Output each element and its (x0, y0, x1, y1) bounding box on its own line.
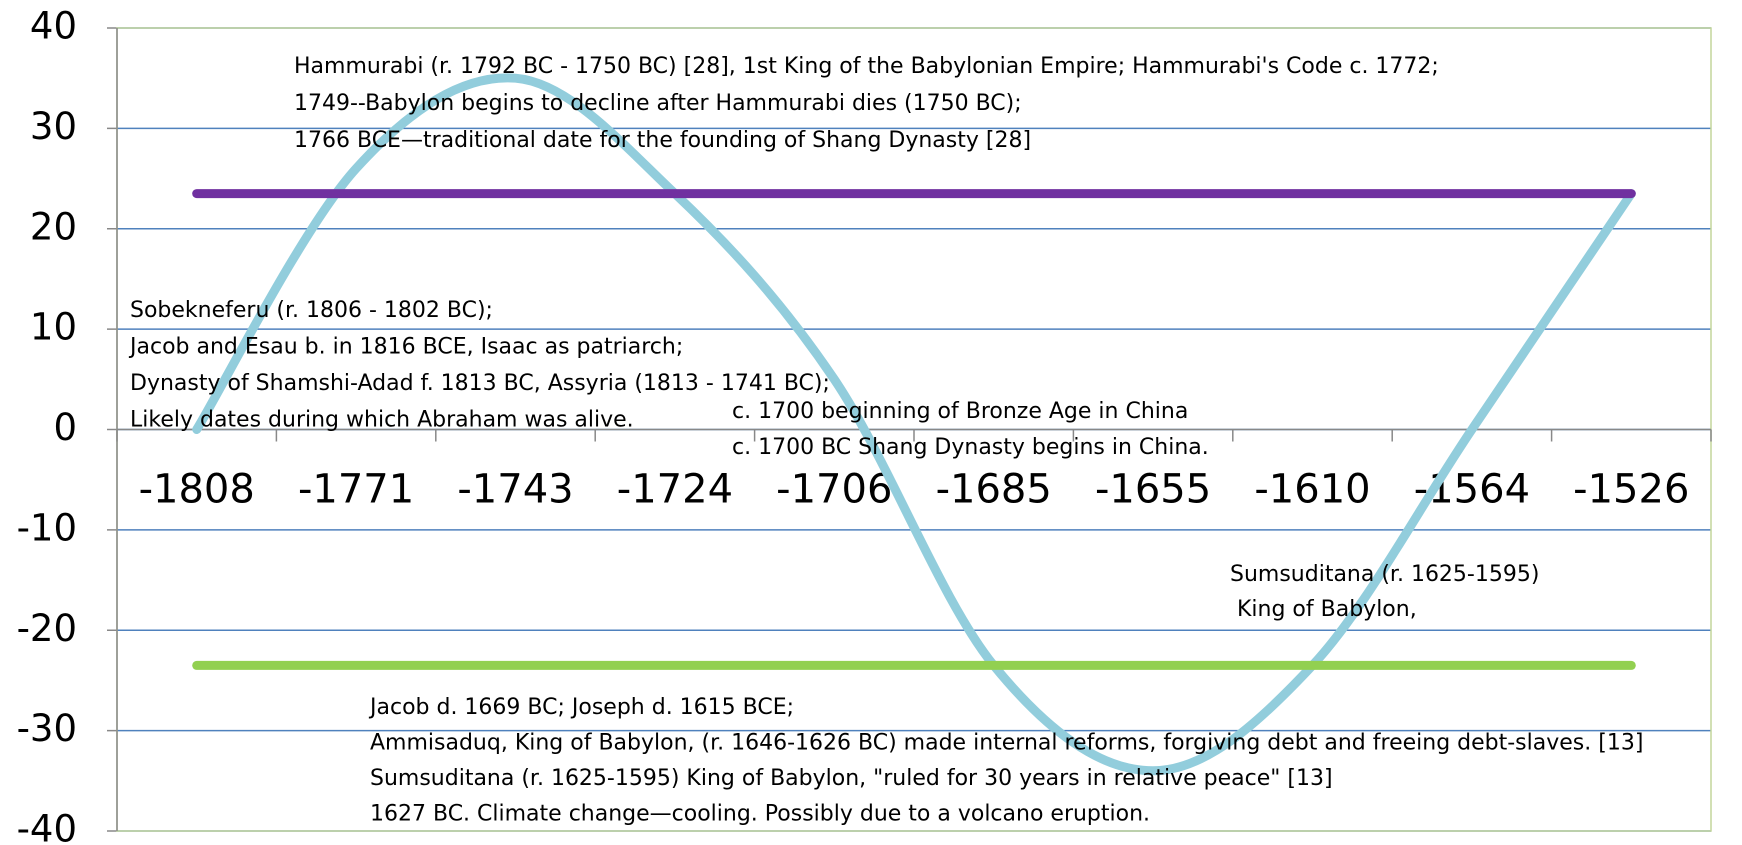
x-tick-label: -1706 (776, 467, 892, 513)
y-tick-label: -20 (17, 607, 77, 650)
x-tick-label: -1655 (1095, 467, 1211, 513)
y-tick-label: -40 (17, 808, 77, 845)
annotation-line: 1749--Babylon begins to decline after Ha… (294, 91, 1022, 116)
y-tick-label: 30 (30, 105, 77, 148)
annotation-line: Dynasty of Shamshi-Adad f. 1813 BC, Assy… (130, 371, 830, 396)
annotation-line: 1627 BC. Climate change—cooling. Possibl… (370, 802, 1150, 827)
x-tick-label: -1771 (298, 467, 414, 513)
x-tick-label: -1526 (1573, 467, 1689, 513)
y-tick-label: 40 (30, 5, 77, 48)
x-tick-label: -1610 (1254, 467, 1370, 513)
y-tick-label: 10 (30, 306, 77, 349)
annotation-line: c. 1700 BC Shang Dynasty begins in China… (732, 435, 1209, 460)
series-line (192, 73, 1636, 776)
y-tick-label: -10 (17, 506, 77, 549)
y-tick-label: -30 (17, 707, 77, 750)
x-tick-label: -1743 (457, 467, 573, 513)
y-tick-label: 0 (53, 406, 77, 449)
x-tick-label: -1724 (617, 467, 733, 513)
annotation-line: Ammisaduq, King of Babylon, (r. 1646-162… (370, 731, 1643, 756)
annotation-line: Likely dates during which Abraham was al… (130, 408, 634, 433)
x-tick-label: -1808 (139, 467, 255, 513)
annotation-line: Jacob and Esau b. in 1816 BCE, Isaac as … (128, 335, 683, 360)
annotation-line: Sobekneferu (r. 1806 - 1802 BC); (130, 298, 493, 323)
annotation-line: King of Babylon, (1230, 597, 1417, 622)
annotation-line: 1766 BCE—traditional date for the foundi… (294, 128, 1031, 153)
y-tick-label: 20 (30, 205, 77, 248)
annotation-line: c. 1700 beginning of Bronze Age in China (732, 399, 1188, 424)
annotation-line: Sumsuditana (r. 1625-1595) (1230, 562, 1539, 587)
annotation-line: Sumsuditana (r. 1625-1595) King of Babyl… (370, 766, 1333, 791)
annotation-line: Jacob d. 1669 BC; Joseph d. 1615 BCE; (368, 695, 794, 720)
annotation-line: Hammurabi (r. 1792 BC - 1750 BC) [28], 1… (294, 54, 1439, 79)
x-tick-label: -1685 (936, 467, 1052, 513)
